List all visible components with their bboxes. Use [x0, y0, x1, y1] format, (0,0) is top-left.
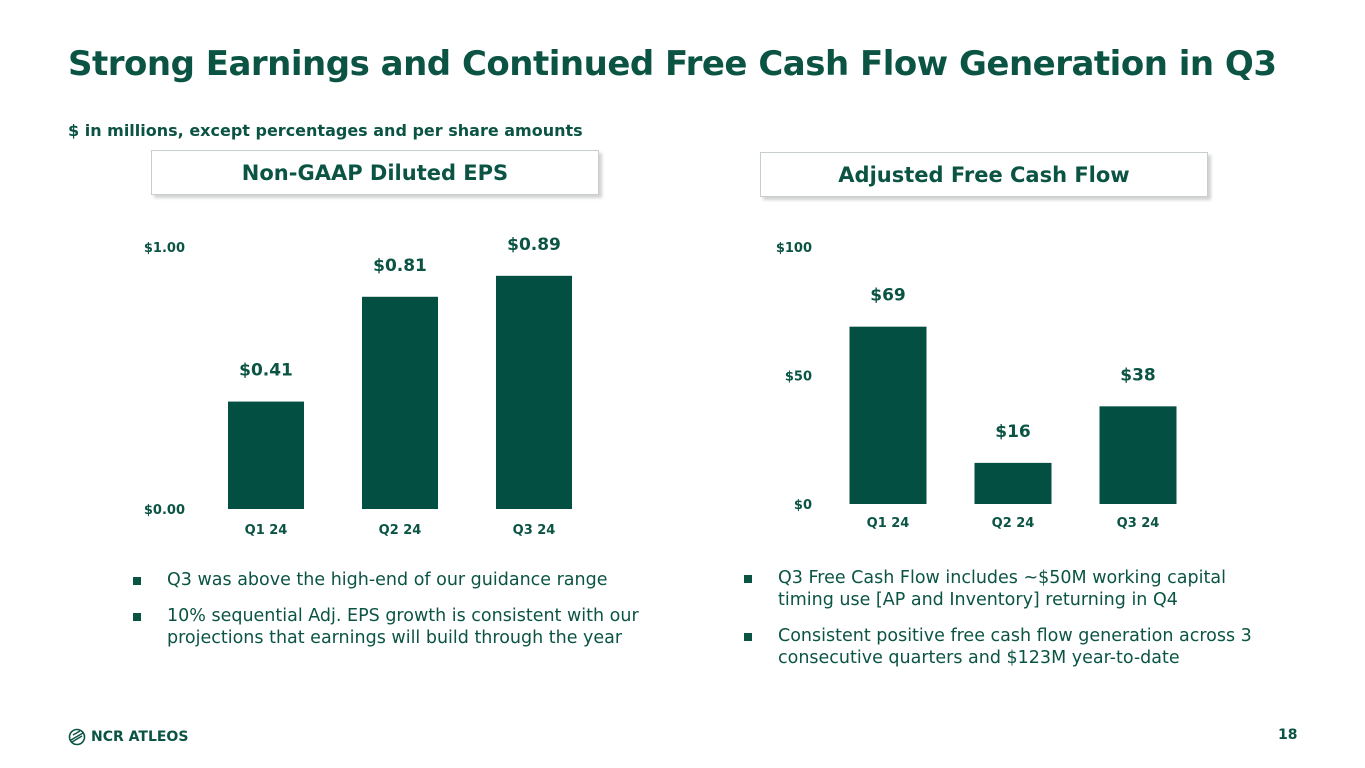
- eps-bullet-list: Q3 was above the high-end of our guidanc…: [133, 569, 653, 663]
- fcf-bar: [974, 462, 1052, 504]
- globe-icon: [68, 728, 86, 746]
- bullet-square-icon: [744, 575, 752, 583]
- eps-category-label: Q3 24: [513, 523, 556, 538]
- fcf-category-label: Q2 24: [992, 516, 1035, 531]
- eps-category-label: Q1 24: [245, 523, 288, 538]
- bullet-square-icon: [133, 613, 141, 621]
- bullet-square-icon: [744, 633, 752, 641]
- eps-bar: [228, 401, 304, 509]
- fcf-value-label: $16: [995, 422, 1031, 442]
- company-logo: NCR ATLEOS: [68, 728, 188, 746]
- bullet-text: 10% sequential Adj. EPS growth is consis…: [167, 606, 639, 648]
- logo-text: NCR ATLEOS: [91, 729, 189, 745]
- eps-ytick-label: $0.00: [144, 503, 185, 518]
- bullet-square-icon: [133, 577, 141, 585]
- eps-value-label: $0.41: [239, 361, 293, 381]
- eps-category-label: Q2 24: [379, 523, 422, 538]
- fcf-bar: [849, 326, 927, 504]
- eps-ytick-label: $1.00: [144, 241, 185, 256]
- page-number: 18: [1278, 727, 1298, 743]
- bullet-text: Consistent positive free cash flow gener…: [778, 626, 1252, 668]
- bullet-text: Q3 was above the high-end of our guidanc…: [167, 570, 608, 590]
- fcf-category-label: Q3 24: [1117, 516, 1160, 531]
- eps-value-label: $0.81: [373, 256, 427, 276]
- bullet-item: Consistent positive free cash flow gener…: [744, 625, 1264, 669]
- fcf-bullet-list: Q3 Free Cash Flow includes ~$50M working…: [744, 567, 1264, 683]
- fcf-value-label: $38: [1120, 365, 1156, 385]
- fcf-ytick-label: $100: [776, 241, 812, 256]
- slide-title: Strong Earnings and Continued Free Cash …: [68, 44, 1277, 84]
- bullet-item: Q3 Free Cash Flow includes ~$50M working…: [744, 567, 1264, 611]
- bullet-text: Q3 Free Cash Flow includes ~$50M working…: [778, 568, 1226, 610]
- eps-panel-header: Non-GAAP Diluted EPS: [151, 150, 599, 195]
- fcf-bar: [1099, 406, 1177, 504]
- eps-value-label: $0.89: [507, 235, 561, 255]
- eps-bar: [362, 296, 438, 509]
- fcf-value-label: $69: [870, 286, 906, 306]
- slide-subtitle: $ in millions, except percentages and pe…: [68, 121, 583, 140]
- fcf-category-label: Q1 24: [867, 516, 910, 531]
- bullet-item: Q3 was above the high-end of our guidanc…: [133, 569, 653, 591]
- fcf-ytick-label: $50: [785, 370, 812, 385]
- fcf-panel-header: Adjusted Free Cash Flow: [760, 152, 1208, 197]
- eps-bar: [496, 275, 572, 509]
- fcf-ytick-label: $0: [794, 498, 812, 513]
- bullet-item: 10% sequential Adj. EPS growth is consis…: [133, 605, 653, 649]
